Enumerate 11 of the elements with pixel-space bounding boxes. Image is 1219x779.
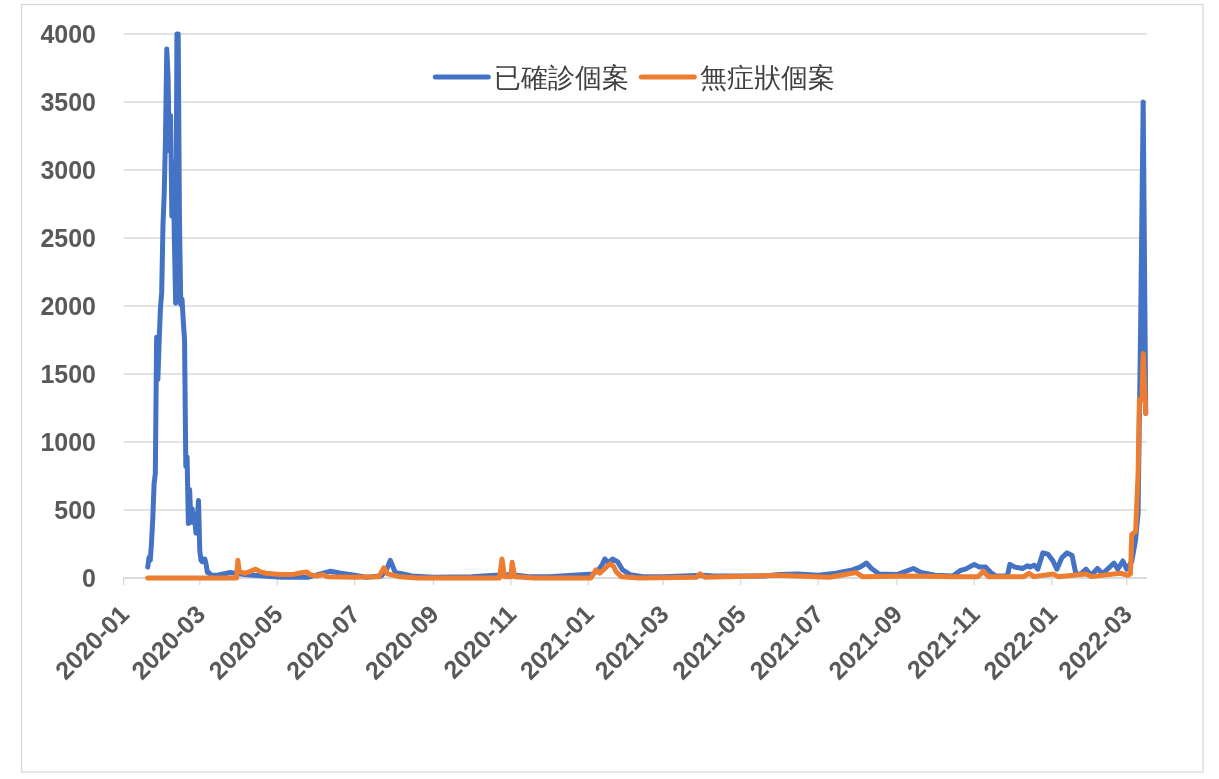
legend-label: 無症狀個案 [700, 61, 836, 93]
y-tick-label: 4000 [40, 20, 96, 48]
y-tick-label: 2000 [40, 292, 96, 320]
y-tick-label: 500 [54, 496, 96, 524]
y-tick-label: 2500 [40, 224, 96, 252]
y-tick-label: 3000 [40, 156, 96, 184]
y-tick-label: 0 [82, 564, 96, 592]
legend-label: 已確診個案 [494, 61, 630, 93]
y-tick-label: 3500 [40, 88, 96, 116]
y-tick-label: 1500 [40, 360, 96, 388]
y-tick-label: 1000 [40, 428, 96, 456]
